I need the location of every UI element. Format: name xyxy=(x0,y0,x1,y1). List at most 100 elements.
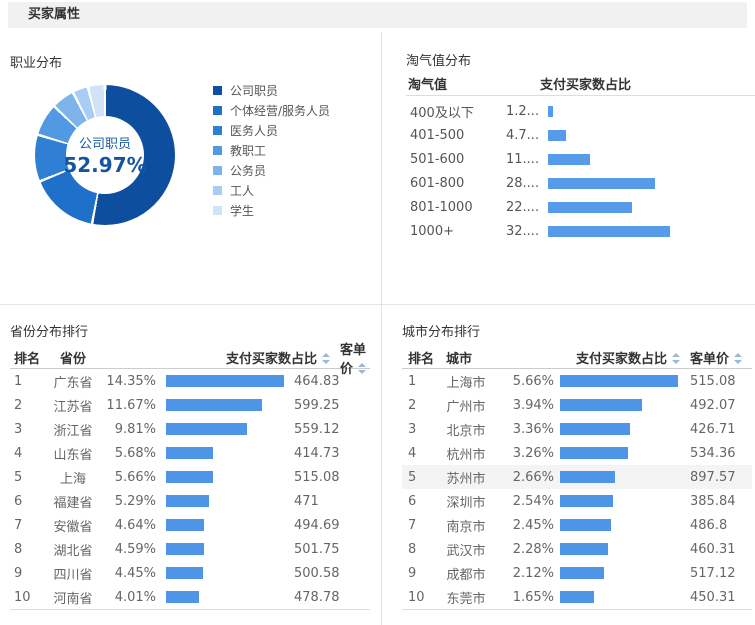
taoqi-row: 801-1000 22.... xyxy=(406,195,755,219)
sort-province-price-icon[interactable] xyxy=(357,362,367,374)
price-cell: 426.71 xyxy=(690,421,736,437)
share-bar-cell xyxy=(156,495,292,507)
occupation-legend: 公司职员 个体经营/服务人员 医务人员 教职工 公务员工人学生 xyxy=(213,80,330,220)
taoqi-range-label: 400及以下 xyxy=(410,105,474,121)
share-bar[interactable] xyxy=(166,591,199,603)
share-bar-track xyxy=(166,543,284,555)
name-cell: 深圳市 xyxy=(446,495,486,511)
sort-province-share-icon[interactable] xyxy=(321,353,330,364)
taoqi-bar[interactable] xyxy=(548,201,632,213)
city-col-share: 支付买家数占比 xyxy=(494,348,684,367)
name-cell: 杭州市 xyxy=(446,447,486,463)
share-bar[interactable] xyxy=(560,567,605,579)
rank-cell: 1 xyxy=(408,373,417,389)
name-cell: 东莞市 xyxy=(446,591,486,607)
share-bar-cell xyxy=(554,471,684,483)
legend-item[interactable]: 医务人员 xyxy=(213,120,330,140)
taoqi-bar[interactable] xyxy=(548,177,655,189)
price-cell: 460.31 xyxy=(690,541,736,557)
price-cell: 500.58 xyxy=(294,565,340,581)
share-bar[interactable] xyxy=(166,567,203,579)
taoqi-range-label: 1000+ xyxy=(410,223,454,239)
legend-item[interactable]: 公司职员 xyxy=(213,80,330,100)
table-row: 10 东莞市 1.65% 450.31 xyxy=(402,585,752,609)
taoqi-col-range: 淘气值 xyxy=(408,78,448,93)
table-row: 4 山东省 5.68% 414.73 xyxy=(10,441,370,465)
share-bar[interactable] xyxy=(166,471,213,483)
legend-label: 学生 xyxy=(230,203,255,218)
rank-cell: 8 xyxy=(408,541,417,557)
sort-city-price-icon[interactable] xyxy=(733,353,743,364)
share-bar-track xyxy=(560,423,678,435)
share-bar-track xyxy=(560,399,678,411)
share-bar[interactable] xyxy=(560,423,631,435)
name-cell: 江苏省 xyxy=(53,399,93,415)
legend-item[interactable]: 个体经营/服务人员 xyxy=(213,100,330,120)
taoqi-row: 400及以下 1.2... xyxy=(406,99,755,123)
legend-swatch-icon xyxy=(213,205,222,215)
share-bar[interactable] xyxy=(560,591,595,603)
share-bar[interactable] xyxy=(166,375,284,387)
legend-item[interactable]: 学生 xyxy=(213,200,330,220)
legend-swatch-icon xyxy=(213,105,222,115)
legend-swatch-icon xyxy=(213,145,222,155)
share-bar[interactable] xyxy=(560,399,643,411)
rank-cell: 9 xyxy=(14,565,23,581)
share-bar-cell xyxy=(156,519,292,531)
share-cell: 2.28% xyxy=(512,541,554,557)
province-table-header: 排名 省份 支付买家数占比 客单价 xyxy=(10,343,370,377)
share-cell: 14.35% xyxy=(106,373,156,389)
province-table: 排名 省份 支付买家数占比 客单价 1 广东省 14.35% 464.83 2 江苏省 11… xyxy=(10,343,370,610)
share-bar[interactable] xyxy=(166,423,247,435)
share-bar[interactable] xyxy=(166,399,262,411)
share-cell: 5.29% xyxy=(114,493,156,509)
share-bar[interactable] xyxy=(166,543,204,555)
share-cell: 2.45% xyxy=(512,517,554,533)
share-bar[interactable] xyxy=(560,447,628,459)
share-bar[interactable] xyxy=(560,543,608,555)
share-bar[interactable] xyxy=(166,447,213,459)
province-col-share: 支付买家数占比 xyxy=(96,348,338,367)
share-bar[interactable] xyxy=(166,495,210,507)
share-bar-cell xyxy=(554,591,684,603)
legend-item[interactable]: 公务员 xyxy=(213,160,330,180)
taoqi-bar[interactable] xyxy=(548,225,670,237)
share-bar[interactable] xyxy=(560,519,612,531)
sort-city-share-icon[interactable] xyxy=(671,353,680,364)
table-row: 3 浙江省 9.81% 559.12 xyxy=(10,417,370,441)
price-cell: 515.08 xyxy=(690,373,736,389)
province-col-rank: 排名 xyxy=(14,352,41,367)
share-bar[interactable] xyxy=(560,471,616,483)
taoqi-row: 601-800 28.... xyxy=(406,171,755,195)
name-cell: 北京市 xyxy=(446,423,486,439)
rank-cell: 9 xyxy=(408,565,417,581)
share-cell: 2.54% xyxy=(512,493,554,509)
taoqi-range-label: 501-600 xyxy=(410,151,465,167)
share-bar[interactable] xyxy=(560,495,613,507)
taoqi-share-value: 1.2... xyxy=(506,103,540,119)
rank-cell: 10 xyxy=(14,589,31,605)
rank-cell: 6 xyxy=(408,493,417,509)
rank-cell: 2 xyxy=(14,397,23,413)
share-bar[interactable] xyxy=(166,519,205,531)
share-bar-track xyxy=(560,591,678,603)
rank-cell: 6 xyxy=(14,493,23,509)
name-cell: 上海市 xyxy=(446,375,486,391)
name-cell: 安徽省 xyxy=(53,519,93,535)
table-row: 7 南京市 2.45% 486.8 xyxy=(402,513,752,537)
legend-item[interactable]: 工人 xyxy=(213,180,330,200)
table-row: 8 武汉市 2.28% 460.31 xyxy=(402,537,752,561)
rank-cell: 10 xyxy=(408,589,425,605)
name-cell: 浙江省 xyxy=(53,423,93,439)
legend-label: 工人 xyxy=(230,183,255,198)
price-cell: 559.12 xyxy=(294,421,340,437)
taoqi-bar[interactable] xyxy=(548,129,566,141)
share-cell: 5.66% xyxy=(512,373,554,389)
legend-item[interactable]: 教职工 xyxy=(213,140,330,160)
taoqi-bar[interactable] xyxy=(548,153,590,165)
taoqi-bar[interactable] xyxy=(548,105,553,117)
price-cell: 464.83 xyxy=(294,373,340,389)
share-cell: 2.12% xyxy=(512,565,554,581)
share-bar[interactable] xyxy=(560,375,678,387)
share-bar-track xyxy=(166,423,284,435)
